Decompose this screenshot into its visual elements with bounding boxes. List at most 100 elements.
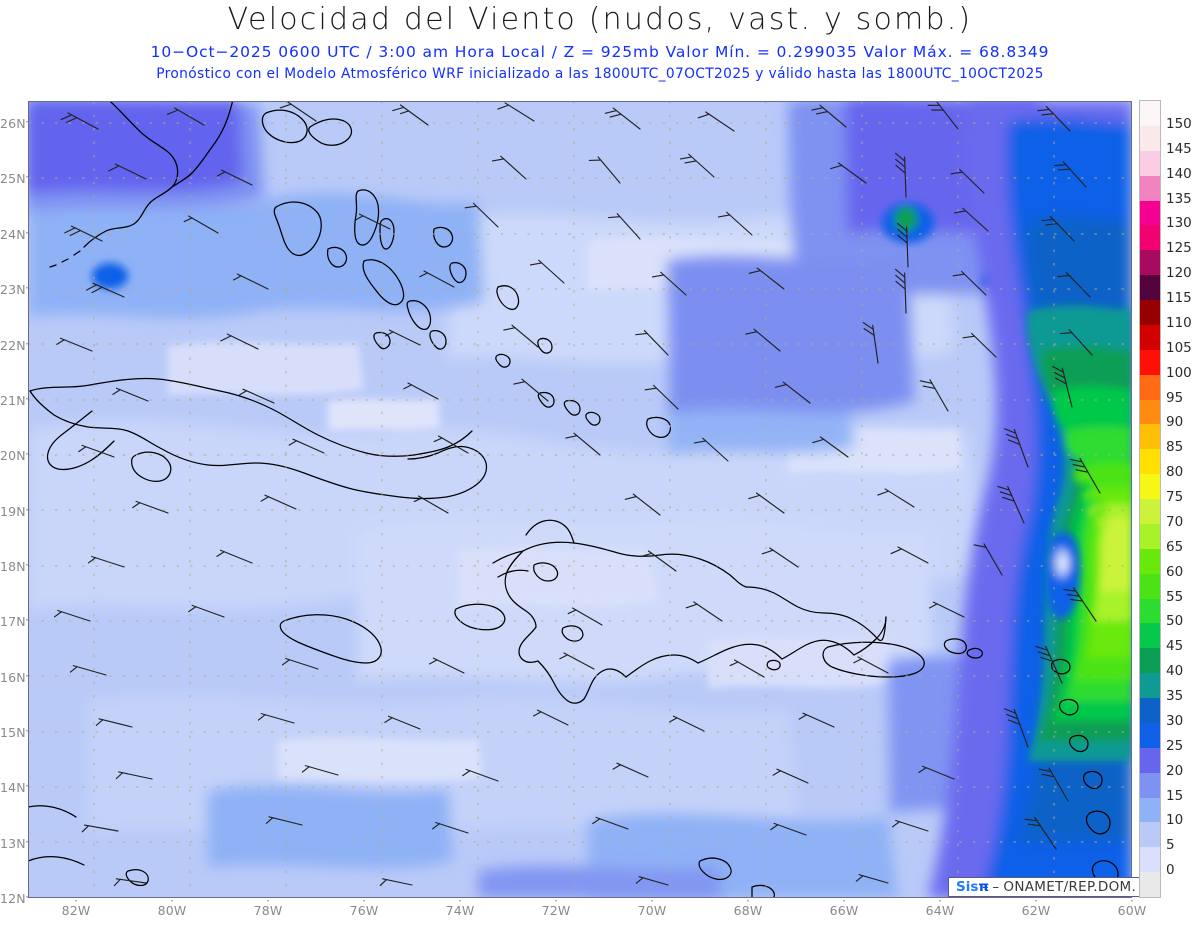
colorbar-label: 85 xyxy=(1166,439,1184,456)
x-tick-label: 62W xyxy=(1021,903,1051,918)
x-tick-label: 82W xyxy=(61,903,91,918)
map-plot-area[interactable]: Sisπ̵ – ONAMET/REP.DOM. xyxy=(28,101,1145,898)
y-tick-label: 21N xyxy=(0,392,26,408)
x-tick-label: 74W xyxy=(445,903,475,918)
colorbar-band xyxy=(1140,648,1160,674)
x-tick-label: 60W xyxy=(1117,903,1147,918)
colorbar-label: 40 xyxy=(1166,663,1184,680)
y-tick-label: 17N xyxy=(0,614,26,630)
colorbar[interactable] xyxy=(1139,100,1161,898)
x-tick-label: 64W xyxy=(925,903,955,918)
colorbar-label: 60 xyxy=(1166,563,1184,580)
y-tick-label: 23N xyxy=(0,282,26,298)
colorbar-label: 70 xyxy=(1166,513,1184,530)
y-tick-label: 26N xyxy=(0,116,26,132)
colorbar-band xyxy=(1140,797,1160,823)
x-tick-label: 70W xyxy=(637,903,667,918)
colorbar-label: 120 xyxy=(1166,265,1192,282)
colorbar-band xyxy=(1140,424,1160,450)
colorbar-label: 140 xyxy=(1166,165,1192,182)
colorbar-label: 145 xyxy=(1166,140,1192,157)
x-tick-label: 72W xyxy=(541,903,571,918)
colorbar-band xyxy=(1140,523,1160,549)
colorbar-label: 35 xyxy=(1166,688,1184,704)
colorbar-label: 95 xyxy=(1166,389,1184,406)
subtitle-line-1: 10−Oct−2025 0600 UTC / 3:00 am Hora Loca… xyxy=(150,43,1050,61)
colorbar-band xyxy=(1140,573,1160,599)
page-title: Velocidad del Viento (nudos, vast. y som… xyxy=(227,2,973,37)
x-tick-label: 76W xyxy=(349,903,379,918)
colorbar-label: 50 xyxy=(1166,613,1184,630)
x-tick-label: 68W xyxy=(733,903,763,918)
colorbar-label: 55 xyxy=(1166,588,1184,605)
colorbar-label: 65 xyxy=(1166,538,1184,555)
colorbar-label: 125 xyxy=(1166,240,1192,257)
y-tick-label: 14N xyxy=(0,780,26,796)
subtitle-line-2: Pronóstico con el Modelo Atmosférico WRF… xyxy=(156,66,1044,82)
logo-sis-text: Sis xyxy=(956,879,979,895)
colorbar-band xyxy=(1140,449,1160,475)
colorbar-label: 135 xyxy=(1166,190,1192,207)
colorbar-band xyxy=(1140,474,1160,499)
colorbar-label: 115 xyxy=(1166,290,1192,306)
colorbar-band xyxy=(1140,623,1160,649)
colorbar-band xyxy=(1140,324,1160,350)
colorbar-band xyxy=(1140,747,1160,773)
y-tick-label: 25N xyxy=(0,171,26,187)
colorbar-label: 10 xyxy=(1166,812,1184,829)
colorbar-label: 30 xyxy=(1166,712,1184,729)
wind-speed-map xyxy=(28,101,1132,898)
y-tick-label: 19N xyxy=(0,503,26,519)
colorbar-tick-labels: 0 5 10 15 20 25 30 35 40 45 50 55 60 65 70 75 80 85 90 95 10… xyxy=(1166,100,1200,898)
colorbar-label: 110 xyxy=(1166,314,1192,331)
x-tick-label: 66W xyxy=(829,903,859,918)
colorbar-band xyxy=(1140,175,1160,201)
colorbar-band xyxy=(1140,673,1160,698)
colorbar-band xyxy=(1140,300,1160,325)
colorbar-label: 150 xyxy=(1166,115,1192,132)
colorbar-label: 45 xyxy=(1166,638,1184,655)
colorbar-band xyxy=(1140,722,1160,748)
y-tick-label: 13N xyxy=(0,835,26,851)
colorbar-band xyxy=(1140,275,1160,300)
logo-dash: – xyxy=(992,879,1000,895)
chart-header: Velocidad del Viento (nudos, vast. y som… xyxy=(0,0,1200,95)
colorbar-label: 5 xyxy=(1166,837,1175,854)
y-tick-label: 24N xyxy=(0,226,26,242)
colorbar-label: 80 xyxy=(1166,464,1184,481)
colorbar-label: 75 xyxy=(1166,489,1184,505)
colorbar-label: 90 xyxy=(1166,414,1184,431)
colorbar-band xyxy=(1140,847,1160,873)
colorbar-band xyxy=(1140,125,1160,151)
colorbar-label: 105 xyxy=(1166,339,1192,356)
colorbar-band xyxy=(1140,250,1160,276)
y-tick-label: 18N xyxy=(0,558,26,574)
colorbar-label: 0 xyxy=(1166,862,1175,879)
colorbar-label: 20 xyxy=(1166,762,1184,779)
logo-org-text: ONAMET/REP.DOM. xyxy=(1003,879,1137,895)
colorbar-band xyxy=(1140,150,1160,176)
provider-logo: Sisπ̵ – ONAMET/REP.DOM. xyxy=(948,877,1145,897)
colorbar-band xyxy=(1140,598,1160,624)
y-tick-label: 16N xyxy=(0,669,26,685)
colorbar-band xyxy=(1140,225,1160,251)
y-tick-label: 15N xyxy=(0,724,26,740)
colorbar-label: 15 xyxy=(1166,787,1184,804)
logo-pi-glyph: π̵ xyxy=(978,879,989,895)
y-tick-label: 12N xyxy=(0,891,26,906)
colorbar-band xyxy=(1140,399,1160,425)
colorbar-band xyxy=(1140,698,1160,723)
y-tick-label: 20N xyxy=(0,448,26,464)
colorbar-band xyxy=(1140,101,1160,126)
colorbar-label: 130 xyxy=(1166,215,1192,232)
x-tick-label: 80W xyxy=(157,903,187,918)
x-tick-label: 78W xyxy=(253,903,283,918)
colorbar-band xyxy=(1140,349,1160,375)
colorbar-label: 100 xyxy=(1166,364,1192,381)
colorbar-band xyxy=(1140,548,1160,574)
y-tick-label: 22N xyxy=(0,337,26,353)
colorbar-band xyxy=(1140,872,1160,897)
colorbar-band xyxy=(1140,822,1160,848)
colorbar-label: 25 xyxy=(1166,737,1184,754)
colorbar-band xyxy=(1140,200,1160,226)
